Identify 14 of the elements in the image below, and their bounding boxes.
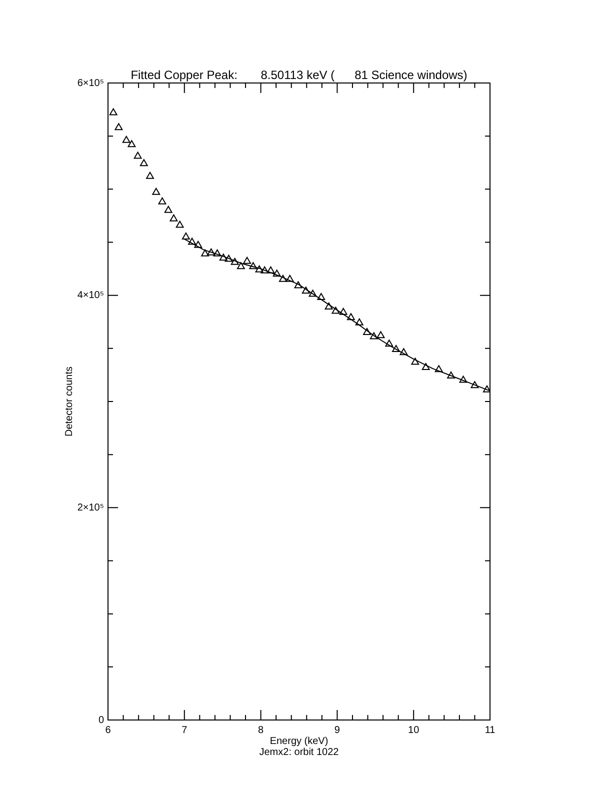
text: Jemx2: orbit 1022: [259, 747, 340, 758]
x-axis-title: Energy (keV): [270, 736, 328, 747]
x-tick-label: 6: [105, 724, 112, 736]
y-tick-label: 4×10⁵: [77, 290, 104, 302]
x-tick-label: 10: [408, 724, 420, 736]
chart-title: Fitted Copper Peak: 8.50113 keV ( 81 Science windows): [130, 68, 468, 82]
x-tick-label: 11: [484, 724, 496, 736]
x-tick-label: 9: [334, 724, 340, 736]
y-tick-label: 6×10⁵: [77, 78, 104, 89]
x-tick-label: 7: [182, 724, 188, 736]
y-axis-title: Detector counts: [64, 366, 75, 437]
y-tick-label: 2×10⁵: [77, 502, 104, 514]
y-tick-label: 0: [98, 714, 104, 726]
x-tick-label: 8: [258, 724, 264, 736]
